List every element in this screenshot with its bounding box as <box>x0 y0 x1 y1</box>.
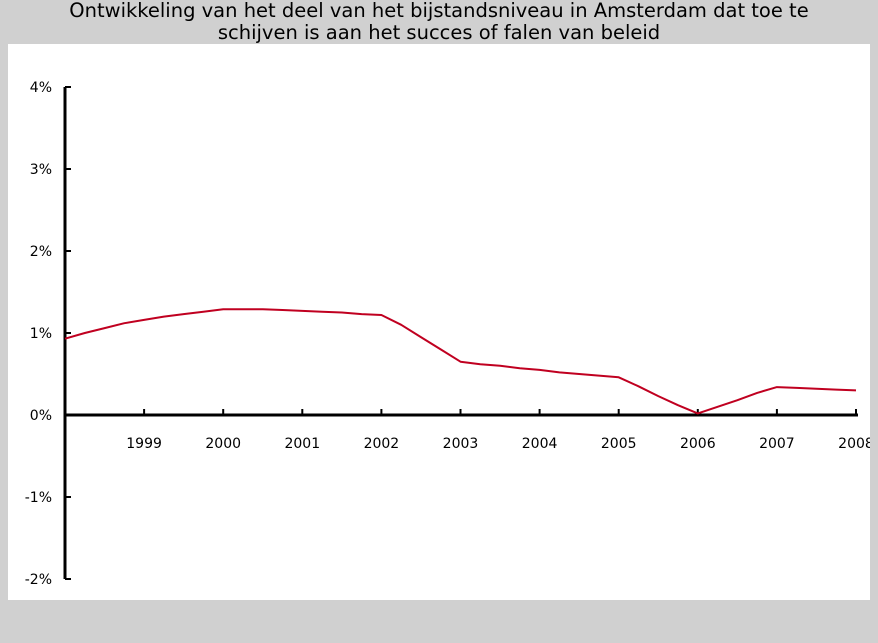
y-tick-label: 3% <box>30 162 52 178</box>
plot-area: 4% 3% 2% 1% 0% -1% -2% 1999 2000 2001 2002 2003 2004… <box>8 44 870 600</box>
x-tick-label: 2002 <box>364 436 400 452</box>
x-tick-label: 2008 <box>838 436 870 452</box>
chart-title-line: Ontwikkeling van het deel van het bijsta… <box>69 0 809 22</box>
x-tick-label: 2005 <box>601 436 637 452</box>
x-tick-label: 2004 <box>522 436 558 452</box>
x-tick-label: 2006 <box>680 436 716 452</box>
x-tick-label: 2000 <box>205 436 241 452</box>
y-tick-label: 0% <box>30 408 52 424</box>
y-tick-label: 4% <box>30 80 52 96</box>
line-chart: 4% 3% 2% 1% 0% -1% -2% 1999 2000 2001 2002 2003 2004… <box>25 80 870 588</box>
x-tick-label: 2003 <box>443 436 479 452</box>
series-line <box>64 308 857 415</box>
x-tick-label: 1999 <box>126 436 162 452</box>
y-tick-label: -2% <box>25 572 52 588</box>
chart-title: Ontwikkeling van het deel van het bijsta… <box>0 0 878 44</box>
x-tick-label: 2001 <box>284 436 320 452</box>
y-tick-label: -1% <box>25 490 52 506</box>
x-tick-label: 2007 <box>759 436 795 452</box>
y-tick-label: 2% <box>30 244 52 260</box>
chart-title-line: schijven is aan het succes of falen van … <box>217 21 661 44</box>
y-tick-label: 1% <box>30 326 52 342</box>
